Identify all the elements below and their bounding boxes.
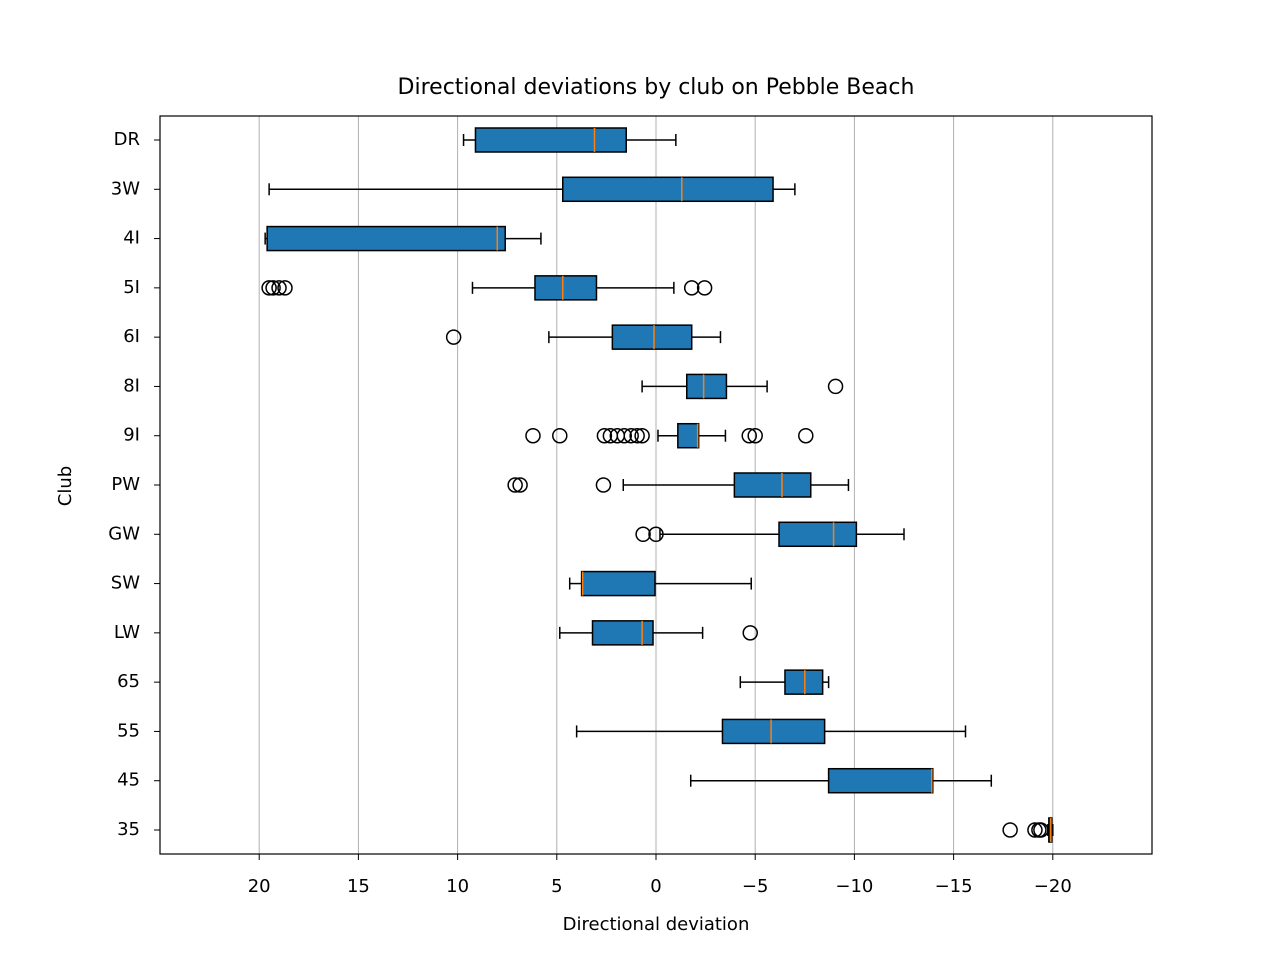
flier	[595, 477, 612, 493]
y-tick-label: GW	[108, 523, 140, 544]
flier	[261, 280, 277, 296]
y-tick-label: 65	[117, 671, 140, 692]
y-tick-label: 45	[117, 770, 140, 791]
y-tick-label: 5I	[123, 277, 140, 298]
y-tick-label: PW	[111, 474, 140, 495]
y-tick-label: 35	[117, 819, 140, 840]
flier	[596, 427, 613, 444]
chart-title: Directional deviations by club on Pebble…	[398, 75, 915, 100]
y-tick-label: DR	[114, 129, 140, 150]
x-tick-label: 0	[650, 876, 661, 897]
x-tick-label: −15	[935, 876, 973, 897]
flier	[1027, 822, 1043, 838]
x-tick-label: −20	[1034, 876, 1072, 897]
flier	[623, 427, 639, 444]
flier	[747, 427, 763, 444]
flier	[445, 329, 462, 345]
box	[266, 225, 506, 252]
flier	[616, 427, 633, 444]
x-axis-label: Directional deviation	[563, 914, 750, 935]
flier	[798, 427, 814, 444]
flier	[634, 427, 650, 444]
y-tick-label: 6I	[123, 326, 140, 347]
y-axis-label: Club	[55, 466, 76, 506]
box	[778, 521, 858, 548]
flier	[271, 280, 287, 296]
box	[580, 570, 656, 597]
box	[474, 127, 627, 153]
box	[686, 373, 728, 400]
box	[591, 620, 654, 646]
flier	[507, 477, 523, 493]
flier	[696, 280, 713, 296]
flier	[827, 378, 844, 395]
x-tick-label: 15	[347, 876, 370, 897]
y-tick-label: LW	[114, 622, 140, 643]
flier	[742, 625, 758, 641]
flier	[629, 427, 645, 444]
box	[733, 472, 812, 498]
y-tick-label: 55	[117, 720, 140, 741]
y-tick-label: 4I	[123, 228, 140, 249]
flier	[525, 427, 541, 444]
flier	[1002, 822, 1018, 838]
box	[784, 669, 824, 695]
y-tick-label: 3W	[111, 178, 140, 199]
y-tick-label: SW	[111, 573, 140, 594]
plot-frame	[159, 115, 1153, 855]
box	[827, 767, 934, 794]
flier	[552, 427, 568, 444]
x-tick-label: 20	[248, 876, 271, 897]
x-tick-label: 5	[551, 876, 562, 897]
flier	[1033, 822, 1049, 838]
flier	[635, 526, 651, 543]
x-tick-label: −5	[742, 876, 769, 897]
x-tick-label: 10	[446, 876, 469, 897]
y-tick-label: 9I	[123, 425, 140, 446]
y-tick-label: 8I	[123, 375, 140, 396]
x-tick-label: −10	[835, 876, 873, 897]
flier	[265, 280, 281, 296]
flier	[512, 477, 528, 493]
box	[677, 422, 700, 449]
box	[611, 324, 693, 350]
flier	[741, 427, 757, 444]
box	[534, 275, 598, 301]
box	[721, 718, 826, 745]
flier	[683, 280, 700, 296]
flier	[648, 526, 664, 543]
box	[562, 176, 774, 203]
flier	[277, 280, 293, 296]
